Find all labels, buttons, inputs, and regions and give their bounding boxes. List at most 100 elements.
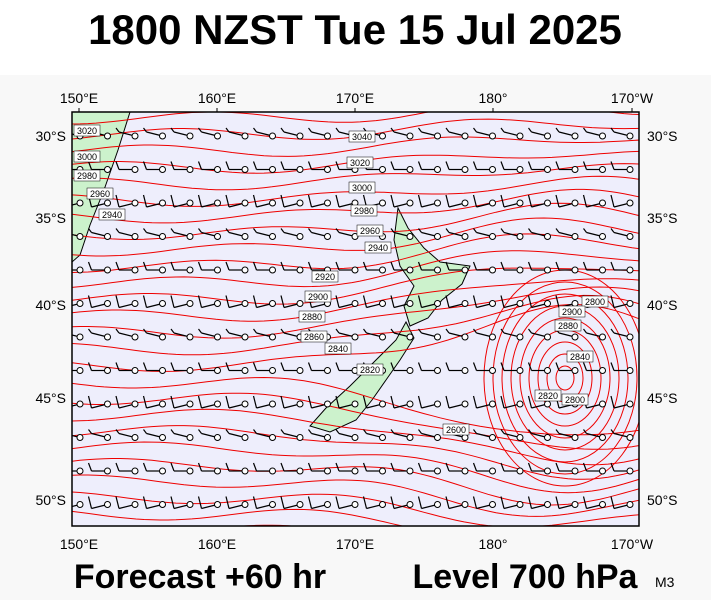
barb-flag bbox=[197, 462, 203, 472]
barb-station bbox=[131, 300, 139, 307]
wind-barb bbox=[390, 228, 414, 240]
barb-station bbox=[434, 233, 441, 240]
barb-station bbox=[571, 266, 579, 274]
barb-flag bbox=[225, 295, 230, 308]
barb-flag bbox=[170, 429, 175, 434]
land-south-island bbox=[309, 320, 415, 433]
barb-station bbox=[241, 501, 249, 508]
wind-barb bbox=[610, 462, 634, 475]
barb-flag bbox=[280, 462, 285, 472]
barb-station bbox=[544, 166, 551, 173]
contour-label: 2820 bbox=[360, 365, 380, 375]
wind-barb bbox=[473, 127, 496, 140]
barb-flag bbox=[527, 261, 533, 271]
barb-flag bbox=[197, 362, 203, 371]
barb-station bbox=[434, 300, 441, 307]
contour-label-box bbox=[558, 305, 586, 318]
wind-barb bbox=[307, 194, 331, 208]
lat-label-left: 30°S bbox=[35, 128, 66, 144]
lat-label-right: 50°S bbox=[647, 492, 678, 508]
wind-barb bbox=[500, 395, 524, 409]
barb-flag bbox=[610, 462, 615, 472]
wind-barb bbox=[473, 328, 496, 341]
wind-barb bbox=[555, 462, 579, 475]
wind-barb bbox=[472, 496, 496, 510]
barb-flag bbox=[170, 462, 175, 472]
barb-flag bbox=[610, 228, 615, 233]
barb-station bbox=[296, 434, 304, 441]
wind-barb bbox=[225, 362, 249, 374]
barb-flag bbox=[280, 395, 285, 409]
barb-station bbox=[76, 199, 84, 207]
wind-barb bbox=[583, 127, 606, 140]
wind-barb bbox=[555, 261, 579, 274]
barb-station bbox=[406, 166, 414, 173]
barb-flag bbox=[252, 261, 258, 271]
barb-flag bbox=[308, 127, 312, 133]
barb-station bbox=[76, 501, 84, 508]
contour-label: 2880 bbox=[302, 312, 322, 322]
barb-station bbox=[104, 333, 111, 341]
wind-barb bbox=[143, 429, 166, 441]
wind-barb bbox=[198, 328, 221, 341]
contour-label-box bbox=[348, 181, 376, 194]
contour-label-box bbox=[350, 204, 378, 217]
barb-station bbox=[544, 132, 551, 140]
barb-flag bbox=[88, 328, 92, 334]
barb-station bbox=[379, 333, 386, 341]
lat-label-left: 45°S bbox=[35, 390, 66, 406]
wind-barb bbox=[582, 261, 606, 274]
barb-station bbox=[296, 233, 304, 240]
barb-flag bbox=[555, 161, 560, 170]
barb-flag bbox=[170, 161, 175, 170]
wind-barb bbox=[610, 161, 634, 173]
barb-station bbox=[296, 166, 304, 173]
barb-flag bbox=[555, 429, 560, 434]
contour-label: 2840 bbox=[570, 352, 590, 362]
barb-station bbox=[214, 467, 221, 475]
barb-flag bbox=[528, 328, 532, 334]
barb-station bbox=[626, 166, 634, 173]
wind-barb bbox=[142, 496, 166, 510]
contour-label: 2600 bbox=[446, 425, 466, 435]
contour bbox=[72, 250, 639, 288]
barb-station bbox=[351, 233, 359, 240]
wind-barb bbox=[307, 395, 331, 409]
contour bbox=[72, 112, 639, 125]
wind-barb bbox=[527, 261, 551, 274]
barb-flag bbox=[445, 228, 450, 233]
barb-flag bbox=[363, 328, 367, 334]
wind-barb bbox=[528, 228, 551, 240]
barb-flag bbox=[280, 194, 285, 208]
barb-station bbox=[544, 233, 551, 240]
barb-flag bbox=[142, 462, 148, 472]
barb-station bbox=[131, 166, 139, 173]
barb-flag bbox=[225, 395, 230, 409]
barb-station bbox=[131, 333, 139, 341]
barb-station bbox=[159, 501, 166, 508]
barb-flag bbox=[555, 261, 560, 271]
barb-station bbox=[516, 400, 524, 408]
wind-barb bbox=[473, 228, 496, 240]
wind-barb bbox=[88, 228, 111, 240]
barb-station bbox=[626, 501, 634, 508]
wind-barb bbox=[225, 395, 249, 409]
wind-barb bbox=[225, 328, 249, 341]
barb-flag bbox=[390, 261, 395, 271]
barb-station bbox=[159, 333, 166, 341]
wind-barb bbox=[610, 395, 634, 409]
contour-label: 2880 bbox=[558, 321, 578, 331]
wind-barb bbox=[417, 295, 441, 309]
barb-station bbox=[626, 434, 634, 441]
barb-station bbox=[379, 467, 386, 475]
barb-flag bbox=[143, 127, 147, 133]
lon-label-top: 180° bbox=[479, 90, 508, 106]
wind-barb bbox=[170, 395, 194, 409]
wind-barb bbox=[527, 194, 551, 208]
barb-flag bbox=[170, 127, 175, 133]
barb-station bbox=[159, 300, 166, 307]
wind-barb bbox=[335, 261, 359, 274]
barb-flag bbox=[362, 295, 368, 308]
barb-station bbox=[406, 434, 414, 441]
wind-barb bbox=[87, 161, 111, 173]
